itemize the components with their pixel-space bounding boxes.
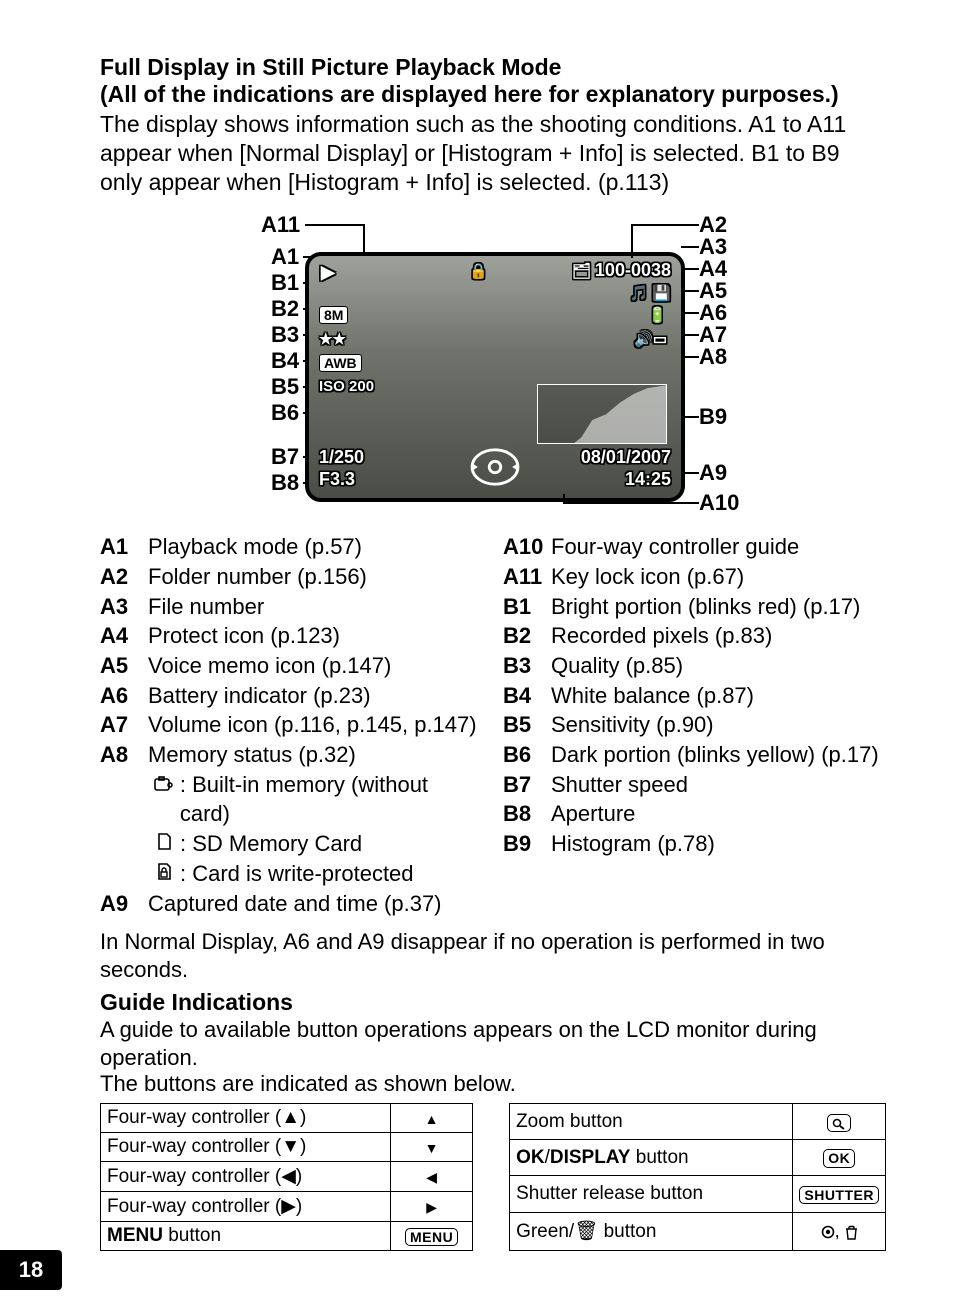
legend-row: B3Quality (p.85) <box>503 651 886 681</box>
section-title-1: Full Display in Still Picture Playback M… <box>100 54 886 81</box>
histogram <box>537 384 667 444</box>
guide-heading: Guide Indications <box>100 989 886 1016</box>
legend: A1Playback mode (p.57)A2Folder number (p… <box>100 532 886 918</box>
legend-row: A5Voice memo icon (p.147) <box>100 651 483 681</box>
table-row: Zoom button <box>510 1104 886 1140</box>
legend-row: A9Captured date and time (p.37) <box>100 889 483 919</box>
memory-icon <box>148 770 180 800</box>
legend-row: A4Protect icon (p.123) <box>100 621 483 651</box>
memory-status-icon: 💾 <box>652 284 671 302</box>
legend-row: A10Four-way controller guide <box>503 532 886 562</box>
label-a11: A11 <box>261 212 300 238</box>
capture-time: 14:25 <box>625 469 671 490</box>
legend-row: B7Shutter speed <box>503 770 886 800</box>
label-a10: A10 <box>699 490 739 516</box>
label-b4: B4 <box>271 348 299 374</box>
table-row: Green/🗑 button, <box>510 1212 886 1251</box>
label-a9: A9 <box>699 460 727 486</box>
four-way-guide-icon <box>466 446 524 488</box>
table-row: Four-way controller (▶)▶ <box>101 1192 473 1222</box>
label-b2: B2 <box>271 296 299 322</box>
guide-intro-1: A guide to available button operations a… <box>100 1016 886 1071</box>
legend-row: A6Battery indicator (p.23) <box>100 681 483 711</box>
memory-icon <box>148 829 180 859</box>
legend-sub: : Card is write-protected <box>100 859 483 889</box>
section-title-2: (All of the indications are displayed he… <box>100 81 886 108</box>
table-row: Shutter release buttonSHUTTER <box>510 1176 886 1212</box>
lcd-screen: ▶ 🔒 🗂 100-0038 🎵 💾 🔋 🔊▭ 8M <box>305 252 685 502</box>
label-b6: B6 <box>271 400 299 426</box>
legend-row: A1Playback mode (p.57) <box>100 532 483 562</box>
legend-row: A2Folder number (p.156) <box>100 562 483 592</box>
legend-row: B4White balance (p.87) <box>503 681 886 711</box>
legend-row: B6Dark portion (blinks yellow) (p.17) <box>503 740 886 770</box>
legend-sub: : Built-in memory (without card) <box>100 770 483 829</box>
white-balance-badge: AWB <box>319 354 362 372</box>
page-number: 18 <box>0 1250 62 1290</box>
legend-row: A3File number <box>100 592 483 622</box>
legend-row: B5Sensitivity (p.90) <box>503 710 886 740</box>
recorded-pixels-badge: 8M <box>319 306 348 324</box>
table-row: Four-way controller (◀)◀ <box>101 1162 473 1192</box>
capture-date: 08/01/2007 <box>581 447 671 468</box>
aperture-value: F3.3 <box>319 469 355 490</box>
table-row: Four-way controller (▼)▼ <box>101 1133 473 1162</box>
label-a1: A1 <box>271 244 299 270</box>
button-tables: Four-way controller (▲)▲Four-way control… <box>100 1103 886 1251</box>
table-row: MENU buttonMENU <box>101 1222 473 1251</box>
legend-row: B2Recorded pixels (p.83) <box>503 621 886 651</box>
table-row: OK/DISPLAY buttonOK <box>510 1140 886 1176</box>
button-table-right: Zoom buttonOK/DISPLAY buttonOKShutter re… <box>509 1103 886 1251</box>
label-b9: B9 <box>699 404 727 430</box>
legend-row: A11Key lock icon (p.67) <box>503 562 886 592</box>
legend-row: A7Volume icon (p.116, p.145, p.147) <box>100 710 483 740</box>
label-b8: B8 <box>271 470 299 496</box>
label-b5: B5 <box>271 374 299 400</box>
label-b3: B3 <box>271 322 299 348</box>
table-row: Four-way controller (▲)▲ <box>101 1104 473 1133</box>
playback-icon: ▶ <box>321 262 335 283</box>
protect-icon: 🗂 <box>572 262 591 280</box>
shutter-speed: 1/250 <box>319 447 364 468</box>
legend-sub: : SD Memory Card <box>100 829 483 859</box>
iso-value: ISO 200 <box>319 378 374 395</box>
volume-icon: 🔊▭ <box>634 330 667 348</box>
voice-memo-icon: 🎵 <box>630 284 649 302</box>
guide-intro-2: The buttons are indicated as shown below… <box>100 1071 886 1097</box>
legend-row: B9Histogram (p.78) <box>503 829 886 859</box>
label-b7: B7 <box>271 444 299 470</box>
button-table-left: Four-way controller (▲)▲Four-way control… <box>100 1103 473 1251</box>
footnote-normal-display: In Normal Display, A6 and A9 disappear i… <box>100 928 886 983</box>
label-a8: A8 <box>699 344 727 370</box>
section-intro: The display shows information such as th… <box>100 110 886 196</box>
legend-row: A8Memory status (p.32) <box>100 740 483 770</box>
legend-row: B1Bright portion (blinks red) (p.17) <box>503 592 886 622</box>
keylock-icon: 🔒 <box>469 262 488 280</box>
battery-icon: 🔋 <box>648 306 667 324</box>
memory-icon <box>148 859 180 889</box>
legend-row: B8Aperture <box>503 799 886 829</box>
label-b1: B1 <box>271 270 299 296</box>
display-diagram: A11 A1 B1 B2 B3 B4 B5 B6 B7 B8 ▶ 🔒 <box>163 212 823 522</box>
quality-stars: ★★ <box>319 330 346 348</box>
folder-file-number: 100-0038 <box>595 260 671 281</box>
